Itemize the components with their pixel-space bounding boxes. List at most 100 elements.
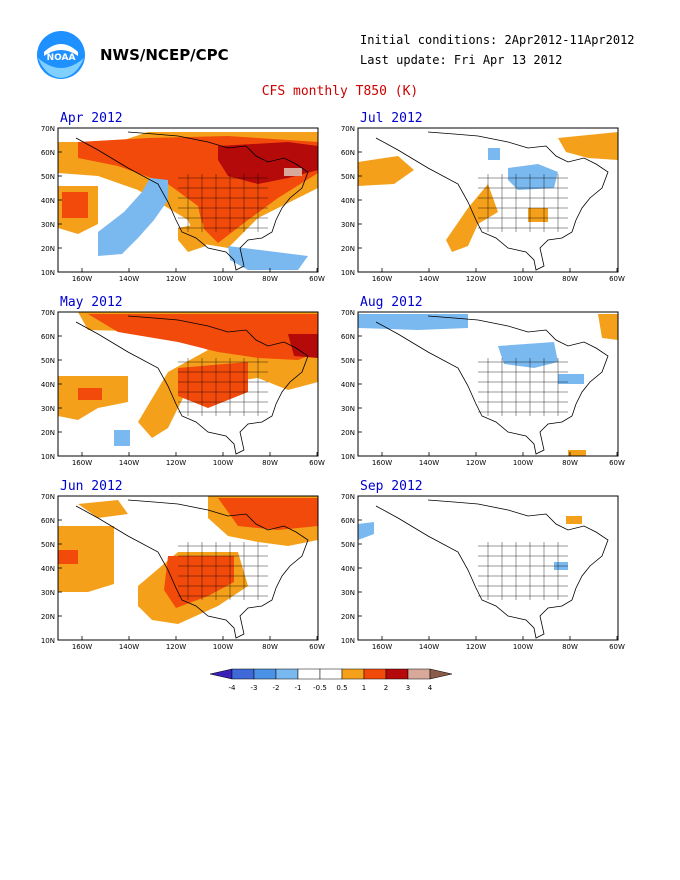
anomaly-shade — [178, 362, 248, 408]
colorbar-segment — [253, 668, 277, 680]
colorbar-label: -1 — [295, 684, 302, 692]
lon-label: 120W — [466, 643, 486, 651]
lon-label: 140W — [419, 275, 439, 283]
lat-label: 30N — [341, 221, 355, 229]
anomaly-shade — [598, 314, 618, 340]
lon-label: 160W — [72, 275, 92, 283]
anomaly-shade — [358, 156, 414, 186]
colorbar-label: 3 — [406, 684, 410, 692]
noaa-logo: NOAA — [37, 31, 85, 79]
panel-title-aug: Aug 2012 — [360, 295, 423, 310]
lat-label: 50N — [41, 357, 55, 365]
lat-label: 70N — [341, 309, 355, 317]
panel-title-jul: Jul 2012 — [360, 111, 423, 126]
lon-label: 140W — [119, 275, 139, 283]
anomaly-shade — [358, 314, 468, 330]
lat-label: 40N — [341, 197, 355, 205]
lon-label: 120W — [166, 459, 186, 467]
map-panel: 70N 60N 50N 40N 30N 20N 10N 160W 140W 120W 100W 80W… — [41, 125, 325, 283]
colorbar-segment — [231, 668, 255, 680]
logo-text: NOAA — [47, 53, 76, 63]
colorbar-segment — [297, 668, 321, 680]
lat-label: 30N — [341, 405, 355, 413]
lon-label: 80W — [262, 643, 278, 651]
lat-label: 10N — [41, 637, 55, 645]
lat-label: 30N — [41, 405, 55, 413]
lat-label: 20N — [41, 429, 55, 437]
lat-label: 20N — [341, 245, 355, 253]
lat-label: 20N — [41, 245, 55, 253]
map-panel: 70N 60N 50N 40N 30N 20N 10N 160W 140W 120W 100W 80W… — [341, 125, 625, 283]
anomaly-shade — [558, 374, 584, 384]
lon-label: 160W — [372, 643, 392, 651]
lon-label: 140W — [119, 643, 139, 651]
lat-label: 70N — [341, 493, 355, 501]
lat-label: 10N — [41, 453, 55, 461]
lat-label: 10N — [341, 637, 355, 645]
initial-conditions: Initial conditions: 2Apr2012-11Apr2012 — [360, 33, 635, 47]
anomaly-shade — [528, 208, 548, 222]
anomaly-shade — [498, 342, 558, 368]
lon-label: 100W — [513, 459, 533, 467]
anomaly-shade — [164, 556, 234, 608]
colorbar-label: -0.5 — [313, 684, 327, 692]
lon-label: 120W — [166, 643, 186, 651]
lon-label: 160W — [72, 643, 92, 651]
map-panel: 70N 60N 50N 40N 30N 20N 10N 160W 140W 120W 100W 80W… — [341, 309, 625, 467]
lat-label: 70N — [341, 125, 355, 133]
figure-title: CFS monthly T850 (K) — [261, 84, 419, 99]
colorbar-arrow-left — [209, 668, 233, 680]
colorbar-segment — [363, 668, 387, 680]
lon-label: 140W — [119, 459, 139, 467]
lon-label: 60W — [309, 275, 325, 283]
lon-label: 80W — [562, 459, 578, 467]
coastline — [375, 499, 609, 639]
colorbar-segment — [385, 668, 409, 680]
anomaly-shade — [58, 526, 114, 592]
panel-title-apr: Apr 2012 — [60, 111, 123, 126]
lon-label: 120W — [466, 275, 486, 283]
anomaly-shade — [558, 132, 618, 160]
lon-label: 60W — [309, 459, 325, 467]
colorbar-label: -2 — [273, 684, 280, 692]
anomaly-shade — [114, 430, 130, 446]
panel-title-may: May 2012 — [60, 295, 123, 310]
lat-label: 50N — [341, 541, 355, 549]
lon-label: 60W — [609, 275, 625, 283]
lon-label: 60W — [309, 643, 325, 651]
lat-label: 40N — [41, 197, 55, 205]
coastline — [75, 315, 309, 455]
colorbar-label: -4 — [229, 684, 237, 692]
lat-label: 50N — [341, 357, 355, 365]
lat-label: 50N — [41, 541, 55, 549]
anomaly-shade — [58, 550, 78, 564]
lat-label: 10N — [341, 269, 355, 277]
colorbar-label: -3 — [251, 684, 258, 692]
anomaly-shade — [78, 500, 128, 518]
lon-label: 60W — [609, 643, 625, 651]
lat-label: 50N — [41, 173, 55, 181]
lon-label: 100W — [513, 643, 533, 651]
anomaly-shade — [568, 450, 586, 456]
lat-label: 40N — [341, 565, 355, 573]
lon-label: 100W — [513, 275, 533, 283]
colorbar-label: 1 — [362, 684, 366, 692]
anomaly-shade — [98, 178, 168, 256]
anomaly-shade — [358, 522, 374, 540]
lon-label: 140W — [419, 643, 439, 651]
anomaly-shade — [566, 516, 582, 524]
coastline — [375, 131, 609, 271]
colorbar-label: 4 — [428, 684, 433, 692]
lat-label: 50N — [341, 173, 355, 181]
coastline — [75, 499, 309, 639]
anomaly-shade — [228, 246, 308, 270]
lat-label: 30N — [341, 589, 355, 597]
lat-label: 60N — [41, 333, 55, 341]
lat-label: 60N — [341, 517, 355, 525]
colorbar-segment — [407, 668, 431, 680]
lat-label: 40N — [41, 565, 55, 573]
lon-label: 140W — [419, 459, 439, 467]
lat-label: 20N — [341, 429, 355, 437]
anomaly-shade — [508, 164, 558, 190]
panel-title-sep: Sep 2012 — [360, 479, 423, 494]
